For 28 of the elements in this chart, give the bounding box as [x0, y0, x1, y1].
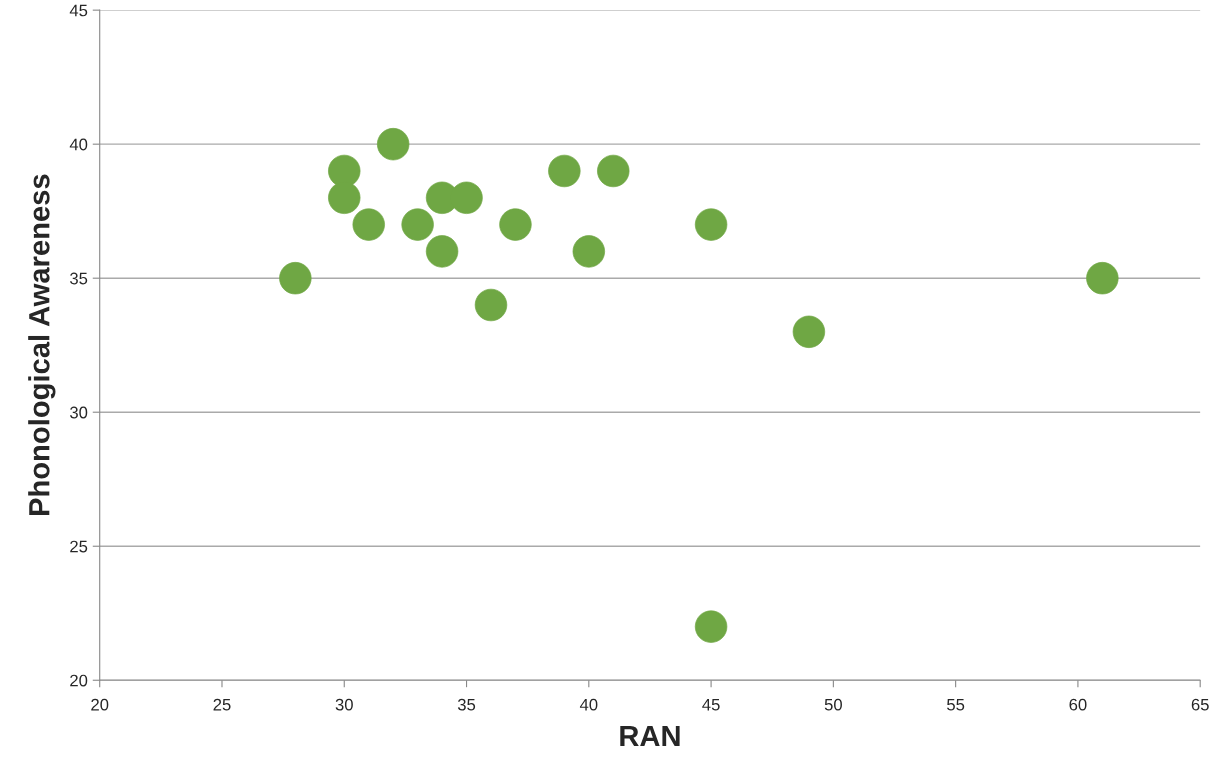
x-tick-label: 55: [947, 698, 965, 711]
x-tick-label: 35: [457, 698, 476, 711]
point: [792, 315, 826, 348]
x-axis-title: RAN: [620, 726, 680, 747]
point: [376, 127, 410, 161]
point: [1086, 262, 1119, 295]
point: [401, 208, 434, 241]
point: [352, 208, 385, 241]
y-tick-label: 40: [69, 138, 88, 151]
y-tick-label: 45: [69, 4, 88, 17]
x-tick-label: 50: [824, 698, 842, 711]
y-tick-label: 25: [70, 540, 88, 553]
point: [328, 181, 361, 214]
point: [694, 208, 728, 241]
y-axis-title: Phonological Awareness: [28, 174, 56, 516]
point: [279, 262, 312, 295]
x-tick-label: 20: [91, 698, 109, 711]
x-tick-label: 30: [335, 698, 353, 711]
point: [597, 154, 630, 188]
y-tick-label: 30: [70, 406, 88, 419]
point: [548, 154, 581, 188]
x-tick-label: 25: [213, 698, 231, 711]
x-tick-label: 40: [579, 698, 598, 711]
y-tick-label: 20: [70, 674, 88, 687]
y-tick-label: 35: [70, 272, 88, 285]
x-tick-label: 60: [1069, 698, 1087, 711]
x-tick-label: 45: [702, 698, 720, 711]
x-tick-label: 65: [1191, 698, 1209, 711]
